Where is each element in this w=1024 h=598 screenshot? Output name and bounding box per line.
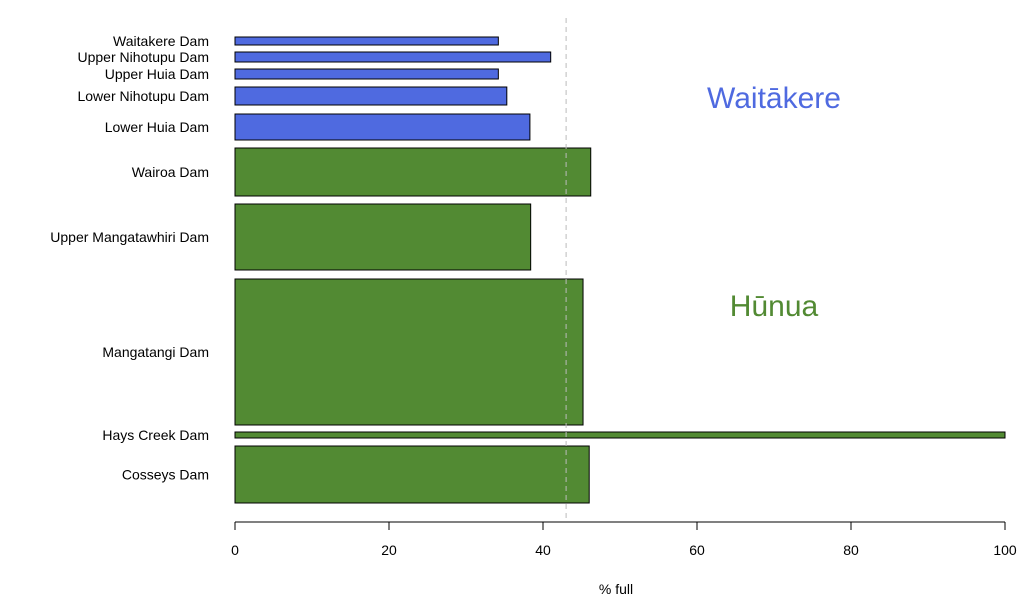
bar-upper-huia-dam: [234, 68, 499, 80]
category-label-hays-creek-dam: Hays Creek Dam: [102, 427, 209, 443]
category-label-cosseys-dam: Cosseys Dam: [122, 467, 209, 483]
category-label-waitakere-dam: Waitakere Dam: [113, 33, 209, 49]
bar-upper-mangatawhiri-dam: [234, 203, 532, 271]
bar-lower-huia-dam: [234, 113, 531, 141]
x-tick-label-40: 40: [535, 542, 551, 558]
group-label-hunua: Hūnua: [730, 290, 819, 323]
category-label-lower-huia-dam: Lower Huia Dam: [105, 119, 209, 135]
bar-waitakere-dam: [234, 36, 499, 46]
category-label-lower-nihotupu-dam: Lower Nihotupu Dam: [77, 88, 209, 104]
category-label-wairoa-dam: Wairoa Dam: [132, 164, 209, 180]
category-label-mangatangi-dam: Mangatangi Dam: [102, 344, 209, 360]
bar-cosseys-dam: [234, 445, 590, 504]
x-tick-label-20: 20: [381, 542, 397, 558]
bar-upper-nihotupu-dam: [234, 51, 552, 63]
category-label-upper-huia-dam: Upper Huia Dam: [105, 66, 209, 82]
group-label-waitakere: Waitākere: [707, 82, 841, 115]
bar-wairoa-dam: [234, 147, 592, 197]
x-tick-label-60: 60: [689, 542, 705, 558]
x-axis-label: % full: [599, 581, 633, 597]
x-tick-label-0: 0: [231, 542, 239, 558]
x-tick-label-100: 100: [993, 542, 1017, 558]
x-tick-label-80: 80: [843, 542, 859, 558]
category-label-upper-nihotupu-dam: Upper Nihotupu Dam: [77, 49, 209, 65]
bar-mangatangi-dam: [234, 278, 584, 426]
bar-hays-creek-dam: [234, 431, 1006, 439]
bars-layer: [234, 36, 1006, 504]
category-label-upper-mangatawhiri-dam: Upper Mangatawhiri Dam: [50, 229, 209, 245]
bar-lower-nihotupu-dam: [234, 86, 508, 106]
x-axis: 0 20 40 60 80 100: [231, 521, 1017, 558]
